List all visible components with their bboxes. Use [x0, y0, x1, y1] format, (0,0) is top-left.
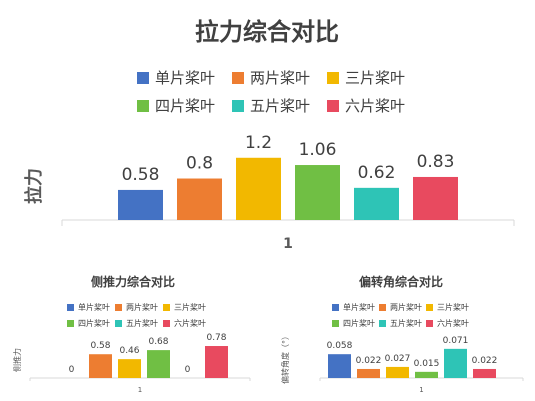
- legend-label: 三片桨叶: [437, 302, 469, 312]
- bar: [147, 350, 170, 378]
- bar: [236, 157, 281, 220]
- bar: [386, 366, 409, 378]
- y-axis-label: 侧推力: [12, 348, 22, 372]
- x-tick-label: 1: [419, 386, 423, 394]
- legend-label: 两片桨叶: [250, 69, 310, 87]
- legend-label: 单片桨叶: [343, 302, 375, 312]
- legend-swatch: [327, 72, 339, 84]
- data-label: 0.022: [356, 356, 382, 366]
- legend-swatch: [232, 100, 244, 112]
- legend-label: 四片桨叶: [155, 97, 215, 115]
- legend-swatch: [327, 100, 339, 112]
- bar: [89, 354, 112, 378]
- x-tick-label: 1: [138, 386, 142, 394]
- bar: [295, 165, 340, 220]
- legend-label: 两片桨叶: [126, 302, 158, 312]
- bar: [118, 189, 163, 220]
- legend-label: 两片桨叶: [390, 302, 422, 312]
- legend-swatch: [332, 304, 339, 311]
- bar: [205, 346, 228, 378]
- y-axis-label: 偏转角度（°）: [280, 332, 290, 384]
- data-label: 0.58: [90, 341, 110, 351]
- data-label: 0.68: [148, 337, 168, 347]
- legend-label: 六片桨叶: [437, 318, 469, 328]
- bar: [177, 178, 222, 220]
- data-label: 1.06: [299, 140, 337, 160]
- legend-swatch: [67, 320, 74, 327]
- legend-swatch: [137, 72, 149, 84]
- data-label: 0.58: [122, 165, 160, 185]
- bar: [415, 371, 438, 378]
- data-label: 0.62: [358, 163, 396, 183]
- bar: [357, 368, 380, 378]
- legend-swatch: [426, 320, 433, 327]
- chart-title: 拉力综合对比: [195, 18, 339, 46]
- bar: [444, 348, 467, 378]
- legend-swatch: [163, 304, 170, 311]
- legend-swatch: [163, 320, 170, 327]
- legend-swatch: [379, 304, 386, 311]
- data-label: 0.071: [443, 336, 469, 346]
- legend-swatch: [426, 304, 433, 311]
- bar: [118, 359, 141, 378]
- legend-label: 四片桨叶: [343, 318, 375, 328]
- legend-swatch: [232, 72, 244, 84]
- legend-label: 五片桨叶: [390, 318, 422, 328]
- legend-swatch: [115, 304, 122, 311]
- x-tick-label: 1: [283, 236, 293, 252]
- legend-swatch: [137, 100, 149, 112]
- data-label: 0.058: [327, 341, 353, 351]
- legend-label: 四片桨叶: [78, 318, 110, 328]
- legend-label: 三片桨叶: [345, 69, 405, 87]
- bar: [473, 368, 496, 378]
- legend-swatch: [115, 320, 122, 327]
- legend-swatch: [332, 320, 339, 327]
- data-label: 0.027: [385, 354, 411, 364]
- data-label: 0.022: [472, 356, 498, 366]
- legend-swatch: [379, 320, 386, 327]
- bar: [413, 176, 458, 220]
- y-axis-label: 拉力: [23, 168, 45, 204]
- data-label: 0.015: [414, 359, 440, 369]
- data-label: 0.8: [186, 154, 213, 174]
- legend-label: 五片桨叶: [250, 97, 310, 115]
- chart-title: 偏转角综合对比: [359, 274, 443, 289]
- data-label: 0.46: [119, 346, 139, 356]
- chart-title: 侧推力综合对比: [91, 274, 175, 289]
- bar: [328, 354, 351, 378]
- legend-label: 单片桨叶: [78, 302, 110, 312]
- legend-label: 六片桨叶: [345, 97, 405, 115]
- legend-label: 六片桨叶: [174, 318, 206, 328]
- data-label: 0: [185, 365, 191, 375]
- data-label: 0: [69, 365, 75, 375]
- legend-swatch: [67, 304, 74, 311]
- data-label: 1.2: [245, 133, 272, 153]
- legend-label: 单片桨叶: [155, 69, 215, 87]
- legend-label: 三片桨叶: [174, 302, 206, 312]
- bar: [354, 187, 399, 220]
- data-label: 0.83: [417, 152, 455, 172]
- legend-label: 五片桨叶: [126, 318, 158, 328]
- data-label: 0.78: [206, 333, 226, 343]
